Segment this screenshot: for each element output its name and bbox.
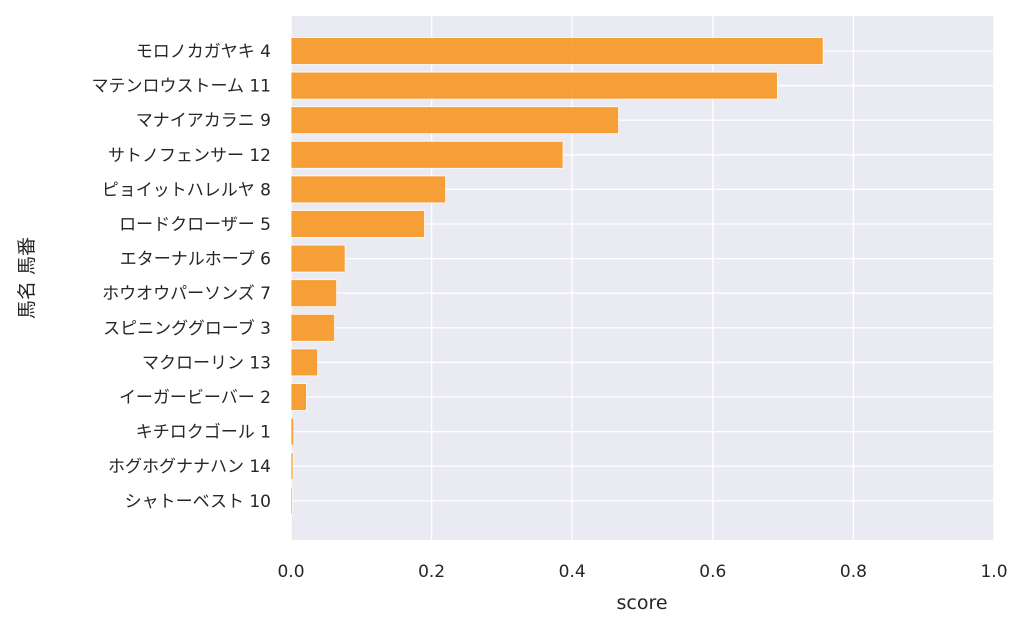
y-tick-label: スピニンググローブ 3: [103, 318, 271, 339]
y-tick-label: マテンロウストーム 11: [91, 77, 271, 97]
x-tick-label: 0.0: [277, 562, 304, 582]
y-tick-label: ピョイットハレルヤ 8: [102, 180, 271, 200]
bar: [290, 71, 778, 100]
x-tick-label: 0.4: [559, 562, 586, 582]
bar: [290, 417, 295, 446]
y-tick-label: ロードクローザー 5: [119, 215, 271, 235]
y-tick-label: ホグホグナナハン 14: [108, 457, 271, 477]
y-axis-label: 馬名 馬番: [16, 237, 38, 319]
bar: [290, 210, 425, 238]
x-tick-label: 0.2: [418, 562, 445, 582]
y-tick-label: モロノカガヤキ 4: [136, 42, 271, 62]
bar: [290, 140, 564, 169]
x-tick-label: 0.8: [840, 562, 867, 582]
bar: [290, 313, 335, 342]
bar: [290, 106, 619, 135]
y-tick-label: キチロクゴール 1: [136, 422, 271, 443]
x-axis-label: score: [616, 592, 667, 614]
bar: [290, 348, 319, 377]
bar: [290, 175, 447, 204]
bar: [290, 486, 293, 515]
y-tick-label: マクローリン 13: [142, 353, 271, 373]
x-tick-label: 0.6: [699, 562, 726, 582]
plot-area: [291, 16, 994, 540]
bar: [290, 279, 338, 308]
bar: [290, 383, 307, 411]
y-tick-label: エターナルホープ 6: [120, 250, 271, 270]
y-tick-label: マナイアカラニ 9: [136, 111, 271, 131]
y-tick-label: シャトーベスト 10: [125, 492, 271, 512]
y-tick-label: ホウオウパーソンズ 7: [102, 284, 271, 304]
x-tick-label: 1.0: [980, 562, 1007, 582]
bar: [290, 452, 294, 481]
y-tick-label: イーガービーバー 2: [119, 388, 271, 408]
bars: [290, 37, 824, 515]
bar: [290, 244, 346, 273]
bar: [290, 37, 824, 65]
y-tick-labels: モロノカガヤキ 4 マテンロウストーム 11 マナイアカラニ 9 サトノフェンサー 1…: [91, 42, 271, 512]
x-tick-labels: 0.0 0.2 0.4 0.6 0.8 1.0: [277, 562, 1007, 582]
y-tick-label: サトノフェンサー 12: [108, 146, 271, 166]
